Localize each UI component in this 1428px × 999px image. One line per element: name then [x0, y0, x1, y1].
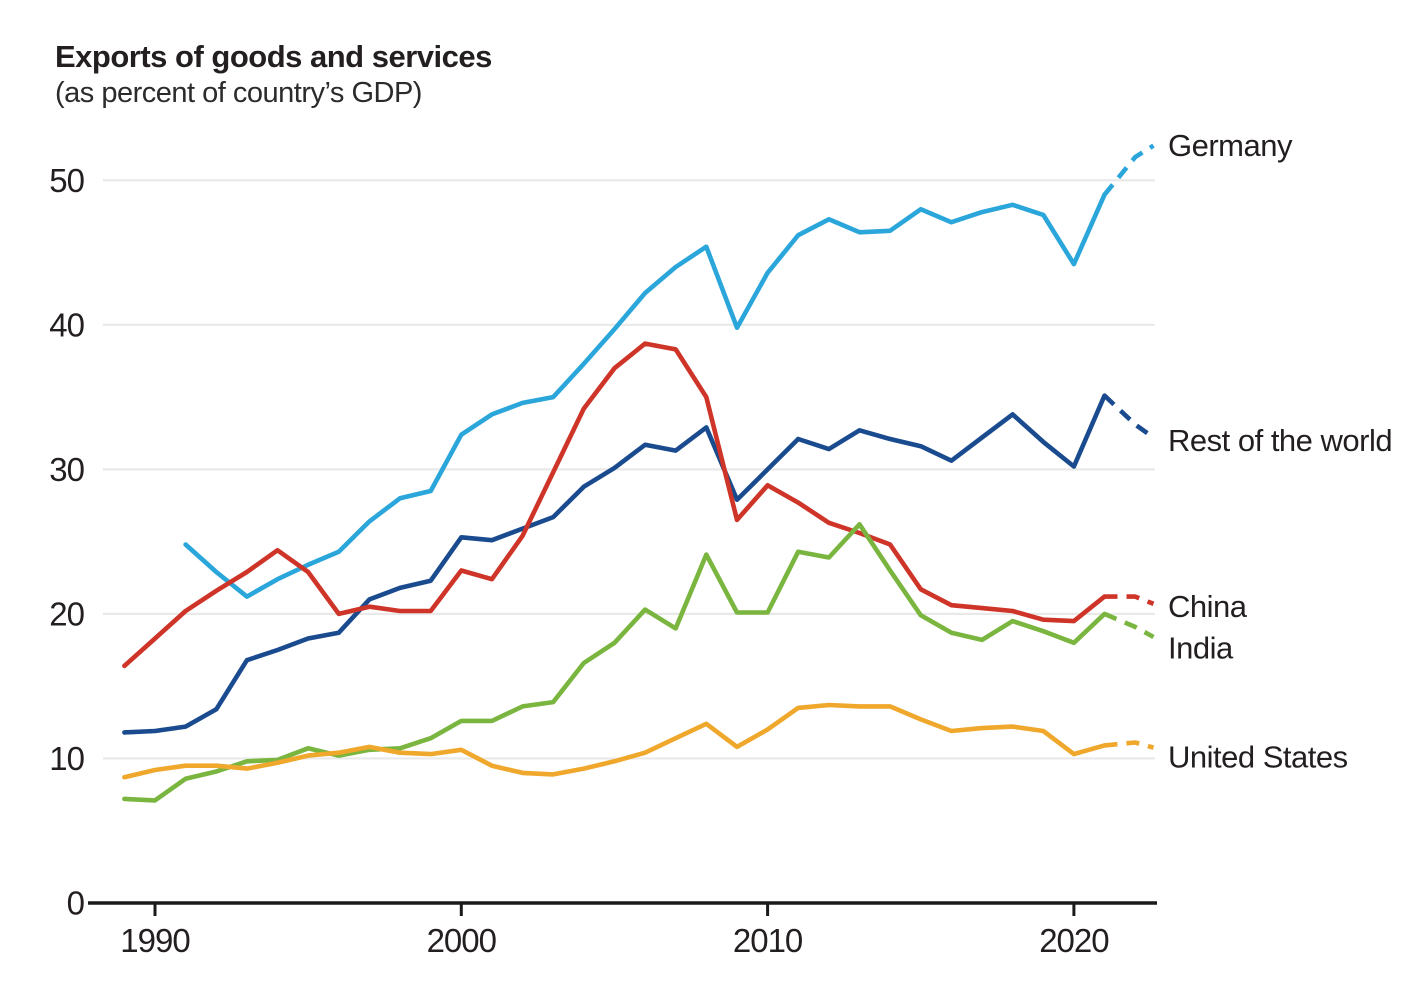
series-projection-germany — [1102, 143, 1155, 197]
y-axis-tick-label-50: 50 — [49, 162, 84, 199]
x-axis-tick-label-2000: 2000 — [427, 922, 497, 959]
y-axis-tick-label-20: 20 — [49, 595, 84, 632]
series-projection-india — [1103, 611, 1155, 640]
series-label-germany: Germany — [1168, 128, 1293, 163]
series-projection-china — [1104, 594, 1155, 606]
series-line-rest-of-the-world — [122, 393, 1107, 735]
series-line-germany — [183, 192, 1107, 599]
series-projection-united-states — [1104, 740, 1155, 750]
series-label-rest-of-the-world: Rest of the world — [1168, 423, 1392, 458]
x-axis-tick-label-2010: 2010 — [733, 922, 803, 959]
x-axis-tick-label-1990: 1990 — [120, 922, 190, 959]
series-label-india: India — [1168, 630, 1234, 665]
chart-title: Exports of goods and services — [55, 39, 492, 74]
y-axis-tick-label-30: 30 — [49, 451, 84, 488]
chart-subtitle: (as percent of country’s GDP) — [55, 77, 422, 109]
series-line-china — [122, 341, 1107, 669]
x-axis-tick-label-2020: 2020 — [1039, 922, 1109, 959]
chart-header: Exports of goods and services (as percen… — [55, 38, 492, 110]
y-axis-tick-label-10: 10 — [49, 740, 84, 777]
series-line-india — [122, 521, 1107, 803]
series-projection-rest-of-the-world — [1102, 393, 1155, 440]
series-label-united-states: United States — [1168, 740, 1348, 775]
y-axis-tick-label-0: 0 — [67, 885, 85, 922]
y-axis-tick-label-40: 40 — [49, 306, 84, 343]
series-label-china: China — [1168, 589, 1248, 624]
series-line-united-states — [122, 702, 1107, 780]
